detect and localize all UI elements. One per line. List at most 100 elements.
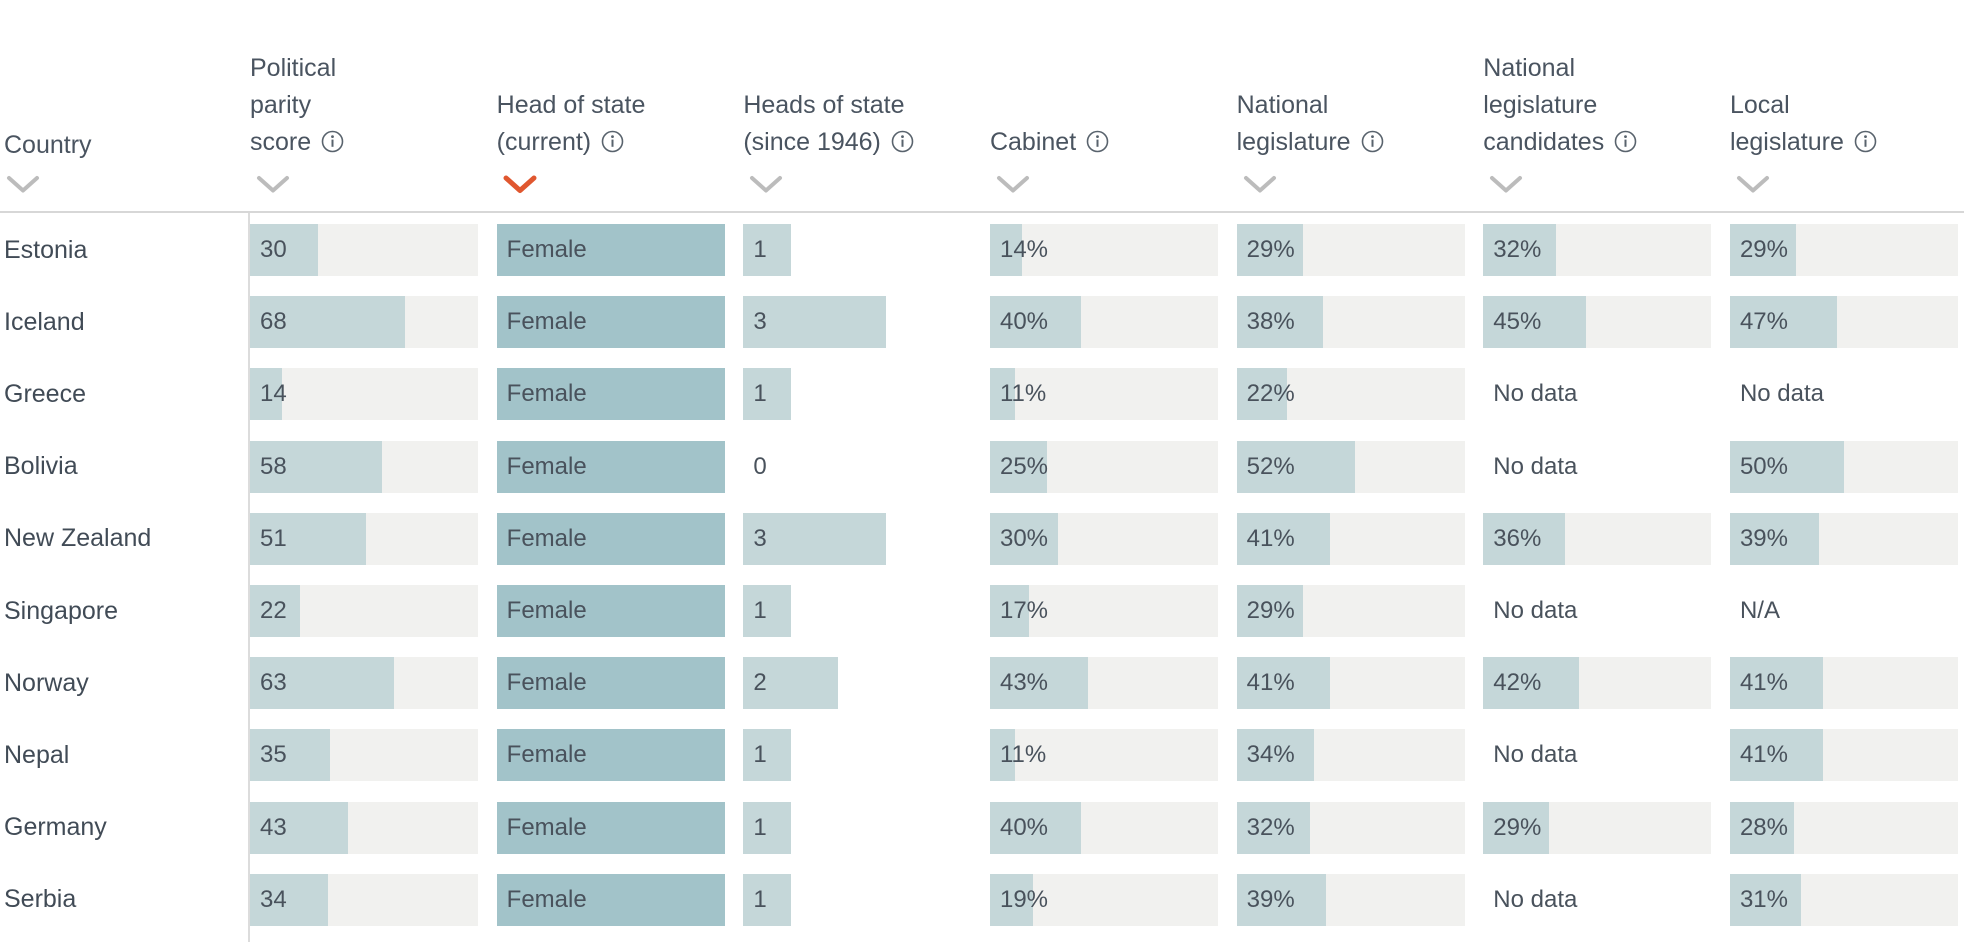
column-header-head-of-state-current[interactable]: Head of state (current) <box>497 87 744 164</box>
bar-fill <box>1236 224 1303 277</box>
bar-track: 39% <box>1729 512 1958 565</box>
cell-cabinet: 11% <box>989 729 1237 782</box>
country-label: New Zealand <box>4 524 152 553</box>
chevron-down-icon[interactable] <box>749 175 783 200</box>
cell-heads-of-state-since-1946: 1 <box>743 801 990 854</box>
cell-national-legislature-candidates: No data <box>1483 585 1730 637</box>
bar-value: Female <box>506 885 587 913</box>
chevron-down-icon[interactable] <box>1489 175 1523 200</box>
country-label: Greece <box>4 379 86 408</box>
bar-value: 68 <box>260 308 287 336</box>
bar-value: 3 <box>753 308 767 336</box>
bar-fill <box>250 657 394 710</box>
bar-value: 32% <box>1246 813 1295 841</box>
cell-head-of-state-current: Female <box>496 585 744 638</box>
bar-track: Female <box>496 440 725 493</box>
cell-national-legislature: 22% <box>1236 368 1484 421</box>
bar-fill <box>743 368 791 421</box>
country-label: Estonia <box>4 235 88 264</box>
bar-fill <box>743 224 791 277</box>
bar-fill <box>496 801 725 854</box>
bar-track: 1 <box>743 585 971 638</box>
bar-value: 28% <box>1739 813 1788 841</box>
cell-cabinet: 30% <box>989 512 1237 565</box>
column-header-cabinet[interactable]: Cabinet <box>990 124 1237 164</box>
bar-value: 47% <box>1739 308 1788 336</box>
bar-value: 11% <box>999 741 1047 769</box>
bar-value: 34 <box>260 885 287 913</box>
cell-national-legislature: 41% <box>1236 657 1484 710</box>
bar-track: 29% <box>1236 585 1465 638</box>
cell-political-parity-score: 35 <box>250 729 497 782</box>
chevron-down-icon[interactable] <box>996 175 1030 200</box>
bar-value: 41% <box>1246 524 1295 552</box>
bar-fill <box>743 585 791 638</box>
cell-political-parity-score: 63 <box>250 657 497 710</box>
bar-value: 39% <box>1246 885 1295 913</box>
cell-cabinet: 43% <box>989 657 1237 710</box>
chevron-down-icon[interactable] <box>1243 175 1277 200</box>
cell-national-legislature: 52% <box>1236 440 1484 493</box>
info-icon[interactable] <box>1854 127 1877 164</box>
column-header-local-legislature[interactable]: Local legislature <box>1730 87 1964 164</box>
header-divider-line <box>0 211 1964 213</box>
bar-fill <box>496 729 725 782</box>
info-icon[interactable] <box>321 127 344 164</box>
cell-local-legislature: 41% <box>1729 729 1964 782</box>
country-label: Serbia <box>4 885 77 914</box>
chevron-down-icon[interactable] <box>1736 175 1770 200</box>
bar-track: 52% <box>1236 440 1465 493</box>
bar-fill <box>1729 873 1801 926</box>
bar-value: 1 <box>753 380 767 408</box>
cell-cabinet: 25% <box>989 440 1237 493</box>
bar-value: 32% <box>1493 236 1542 264</box>
info-icon[interactable] <box>1086 127 1109 164</box>
info-icon[interactable] <box>601 127 624 164</box>
table-row: Estonia 30 Female 1 14% 29% 32% 29% <box>0 214 1964 286</box>
bar-fill <box>1483 657 1580 710</box>
no-data-text: No data <box>1739 380 1824 408</box>
column-header-national-legislature-candidates[interactable]: National legislature candidates <box>1483 50 1730 164</box>
bar-fill <box>1729 512 1819 565</box>
cell-national-legislature-candidates: 29% <box>1483 801 1730 854</box>
cell-heads-of-state-since-1946: 1 <box>743 729 990 782</box>
bar-track: Female <box>496 801 725 854</box>
column-header-political-parity-score[interactable]: Political parity score <box>250 50 497 164</box>
cell-political-parity-score: 43 <box>250 801 497 854</box>
no-data-text: No data <box>1493 597 1578 625</box>
column-header-label: National <box>1483 54 1576 82</box>
sort-chevron-active-icon[interactable] <box>503 175 537 200</box>
bar-track: 0 <box>743 441 971 493</box>
bar-track: Female <box>496 873 725 926</box>
bar-value: 22% <box>1246 380 1295 408</box>
column-header-label: National <box>1236 91 1329 119</box>
bar-track: 42% <box>1483 657 1712 710</box>
cell-national-legislature-candidates: No data <box>1483 441 1730 493</box>
info-icon[interactable] <box>1614 127 1637 164</box>
bar-fill <box>250 585 301 638</box>
bar-value: 30 <box>260 236 287 264</box>
bar-track: 34 <box>250 873 478 926</box>
bar-value: 1 <box>753 813 767 841</box>
cell-head-of-state-current: Female <box>496 224 744 277</box>
sort-cell-heads-of-state-since-1946 <box>743 175 990 200</box>
bar-fill <box>1236 440 1356 493</box>
column-header-national-legislature[interactable]: National legislature <box>1237 87 1484 164</box>
bar-track: 1 <box>743 368 971 421</box>
info-icon[interactable] <box>1361 127 1384 164</box>
chevron-down-icon[interactable] <box>256 175 290 200</box>
bar-track: 32% <box>1483 224 1712 277</box>
bar-track: 41% <box>1236 657 1465 710</box>
cell-local-legislature: N/A <box>1730 585 1964 637</box>
bar-fill <box>1236 512 1331 565</box>
table-row: Germany 43 Female 1 40% 32% 29% 28% <box>0 792 1964 864</box>
bar-fill <box>496 224 725 277</box>
column-header-country[interactable]: Country <box>0 127 250 164</box>
info-icon[interactable] <box>891 127 914 164</box>
bar-fill <box>1483 224 1557 277</box>
column-header-heads-of-state-since-1946[interactable]: Heads of state (since 1946) <box>743 87 990 164</box>
chevron-down-icon[interactable] <box>6 175 40 200</box>
bar-fill <box>496 512 725 565</box>
bar-track: 43% <box>989 657 1218 710</box>
